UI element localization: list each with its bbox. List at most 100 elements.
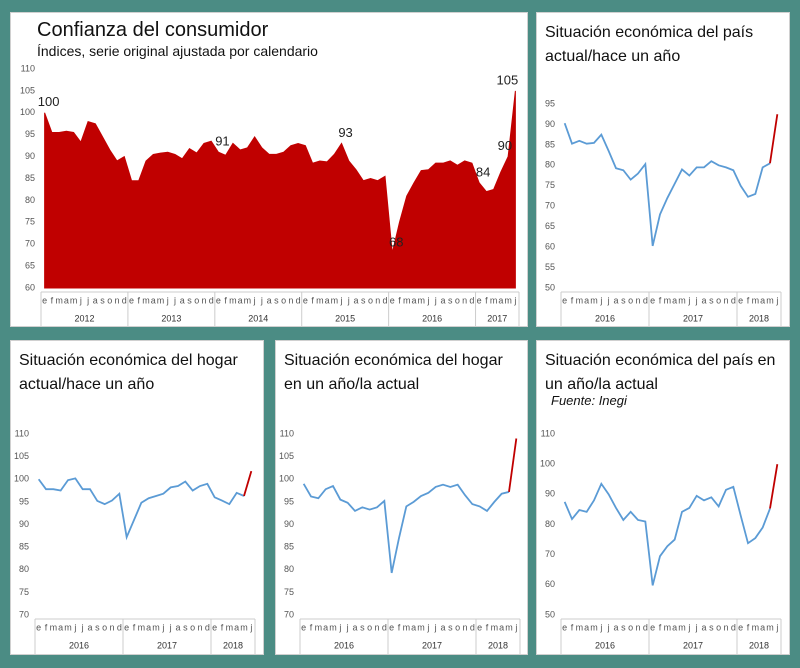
x-tick-label: j [775,295,778,305]
year-label: 2017 [157,640,177,650]
x-tick-label: f [398,295,401,305]
value-label: 68 [389,234,403,249]
y-tick-label: 100 [14,474,29,484]
x-tick-label: j [73,622,76,632]
x-tick-label: a [760,295,765,305]
x-tick-label: m [678,295,686,305]
chart-panel: Situación económica del país actual/hace… [536,12,790,327]
value-label: 93 [338,125,352,140]
x-tick-label: e [562,295,567,305]
chart-panel: Confianza del consumidor Índices, serie o… [10,12,528,327]
x-tick-label: f [571,622,574,632]
y-tick-label: 105 [279,451,294,461]
x-tick-label: f [224,295,227,305]
area [44,90,516,289]
x-tick-label: m [70,295,78,305]
x-tick-label: j [775,622,778,632]
y-tick-label: 65 [545,221,555,231]
year-label: 2014 [248,313,268,323]
x-tick-label: j [346,622,349,632]
x-tick-label: d [731,622,736,632]
x-tick-label: o [281,295,286,305]
x-tick-label: s [361,295,366,305]
year-label: 2018 [749,640,769,650]
x-tick-label: m [315,622,323,632]
year-label: 2012 [74,313,94,323]
x-tick-label: a [64,295,69,305]
value-label: 84 [476,164,490,179]
x-tick-label: a [672,295,677,305]
line [302,483,510,574]
x-tick-label: f [398,622,401,632]
y-tick-label: 90 [19,519,29,529]
x-tick-label: s [709,295,714,305]
x-tick-label: a [701,295,706,305]
x-tick-label: e [738,622,743,632]
x-tick-label: e [129,295,134,305]
x-tick-label: e [216,295,221,305]
x-tick-label: m [576,295,584,305]
x-tick-label: m [766,295,774,305]
x-tick-label: o [194,295,199,305]
x-tick-label: d [731,295,736,305]
x-tick-label: f [659,622,662,632]
line-last-segment [769,114,779,164]
y-tick-label: 50 [545,282,555,292]
y-tick-label: 90 [25,151,35,161]
x-tick-label: d [643,622,648,632]
x-tick-label: s [274,295,279,305]
x-tick-label: n [723,622,728,632]
x-tick-label: m [55,295,63,305]
chart-title: Situación económica del hogar actual/hac… [19,352,238,393]
x-tick-label: a [238,295,243,305]
x-tick-label: o [367,622,372,632]
x-tick-label: a [613,295,618,305]
chart-title: Confianza del consumidor [37,19,269,41]
source-note: Fuente: Inegi [551,393,627,408]
x-tick-label: m [142,295,150,305]
x-tick-label: j [513,295,516,305]
x-tick-label: j [514,622,517,632]
x-tick-label: a [760,622,765,632]
x-tick-label: d [117,622,122,632]
y-tick-label: 75 [25,217,35,227]
year-label: 2017 [683,313,703,323]
year-label: 2017 [683,640,703,650]
x-tick-label: d [469,295,474,305]
x-tick-label: j [607,622,610,632]
value-label: 100 [38,94,60,109]
x-tick-label: n [197,622,202,632]
year-label: 2013 [161,313,181,323]
x-tick-label: j [161,622,164,632]
x-tick-label: a [613,622,618,632]
x-tick-label: d [383,295,388,305]
x-tick-label: j [249,622,252,632]
x-tick-label: m [417,622,425,632]
y-tick-label: 110 [15,428,29,438]
x-tick-label: a [93,295,98,305]
x-tick-label: a [234,622,239,632]
year-label: 2018 [223,640,243,650]
y-tick-label: 85 [19,542,29,552]
x-tick-label: e [738,295,743,305]
x-tick-label: o [716,295,721,305]
x-tick-label: n [375,295,380,305]
x-tick-label: a [267,295,272,305]
chart-title: Situación económica del país en un año/l… [545,352,776,393]
y-tick-label: 60 [545,241,555,251]
y-tick-label: 80 [545,519,555,529]
x-tick-label: j [426,295,429,305]
x-tick-label: m [244,295,252,305]
y-tick-label: 75 [19,587,29,597]
x-tick-label: e [390,295,395,305]
x-tick-label: e [650,622,655,632]
value-label: 90 [498,138,512,153]
chart-title: Situación económica del hogar en un año/… [284,352,503,393]
x-tick-label: m [504,295,512,305]
x-tick-label: m [752,622,760,632]
x-tick-label: o [628,622,633,632]
x-tick-label: j [169,622,172,632]
